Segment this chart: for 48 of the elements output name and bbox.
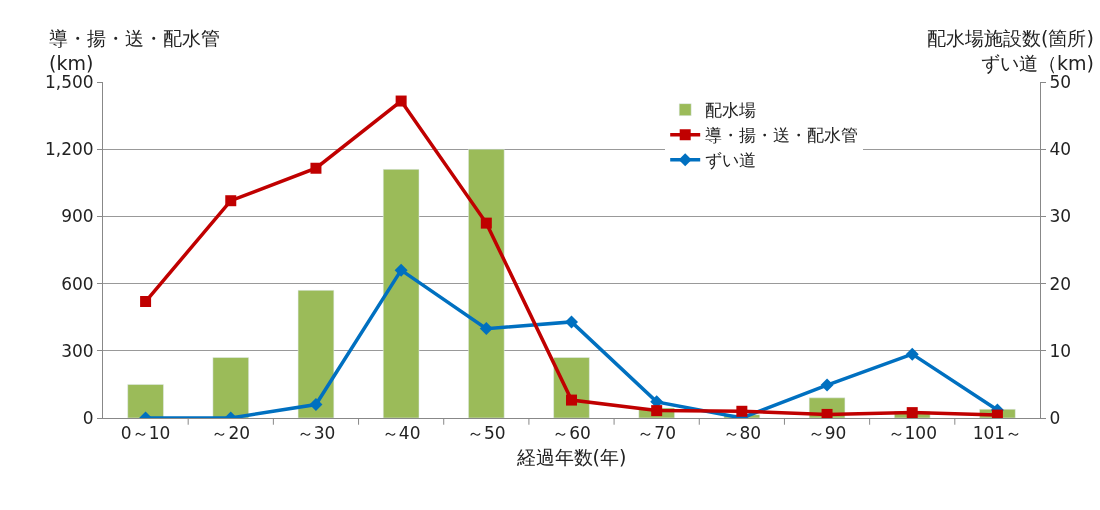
point	[394, 263, 408, 277]
x-tick-label: 101～	[972, 423, 1023, 444]
bar	[297, 290, 335, 418]
legend-label: 導・揚・送・配水管	[705, 125, 859, 146]
y2-tick-label: 0	[1049, 407, 1061, 428]
point	[309, 398, 323, 412]
bar	[212, 357, 249, 418]
point	[651, 405, 663, 417]
point	[820, 378, 834, 392]
x-tick-label: ～90	[807, 423, 847, 444]
y2-tick-label: 30	[1049, 206, 1072, 227]
point	[566, 394, 577, 406]
x-axis-title: 経過年数(年)	[515, 446, 627, 469]
x-tick-label: ～60	[552, 423, 591, 444]
point	[140, 296, 152, 308]
y-tick-label: 0	[82, 407, 94, 428]
y2-tick-label: 40	[1049, 139, 1072, 160]
bar	[468, 148, 505, 418]
x-tick-label: ～40	[381, 423, 421, 444]
x-tick-label: ～50	[467, 423, 506, 444]
point	[225, 195, 237, 207]
y-tick-label: 600	[61, 273, 94, 294]
point	[565, 315, 578, 329]
bar	[127, 384, 164, 418]
x-tick-label: ～100	[887, 423, 937, 444]
y-tick-label: 1,200	[44, 139, 94, 160]
y2-tick-label: 10	[1049, 340, 1072, 361]
point	[906, 407, 918, 418]
point	[991, 409, 1003, 418]
y2-axis-title: 配水場施設数(箇所) ずい道（km)	[927, 27, 1094, 74]
x-tick-label: ～20	[211, 423, 251, 444]
point	[736, 405, 748, 417]
x-tick-label: 0～10	[120, 423, 171, 444]
point	[905, 347, 919, 361]
x-tick-label: ～80	[722, 423, 762, 444]
point	[480, 217, 492, 229]
bar	[383, 169, 420, 418]
x-tick-label: ～70	[637, 423, 676, 444]
legend-label: 配水場	[705, 100, 757, 121]
y-tick-label: 900	[61, 206, 94, 227]
y-axis-title: 導・揚・送・配水管 (km)	[49, 27, 220, 74]
point	[310, 162, 322, 174]
legend-label: ずい道	[705, 150, 757, 171]
point	[479, 322, 493, 336]
y2-tick-label: 20	[1049, 273, 1072, 294]
y-tick-label: 300	[61, 340, 94, 361]
point	[395, 95, 407, 107]
x-tick-label: ～30	[296, 423, 336, 444]
